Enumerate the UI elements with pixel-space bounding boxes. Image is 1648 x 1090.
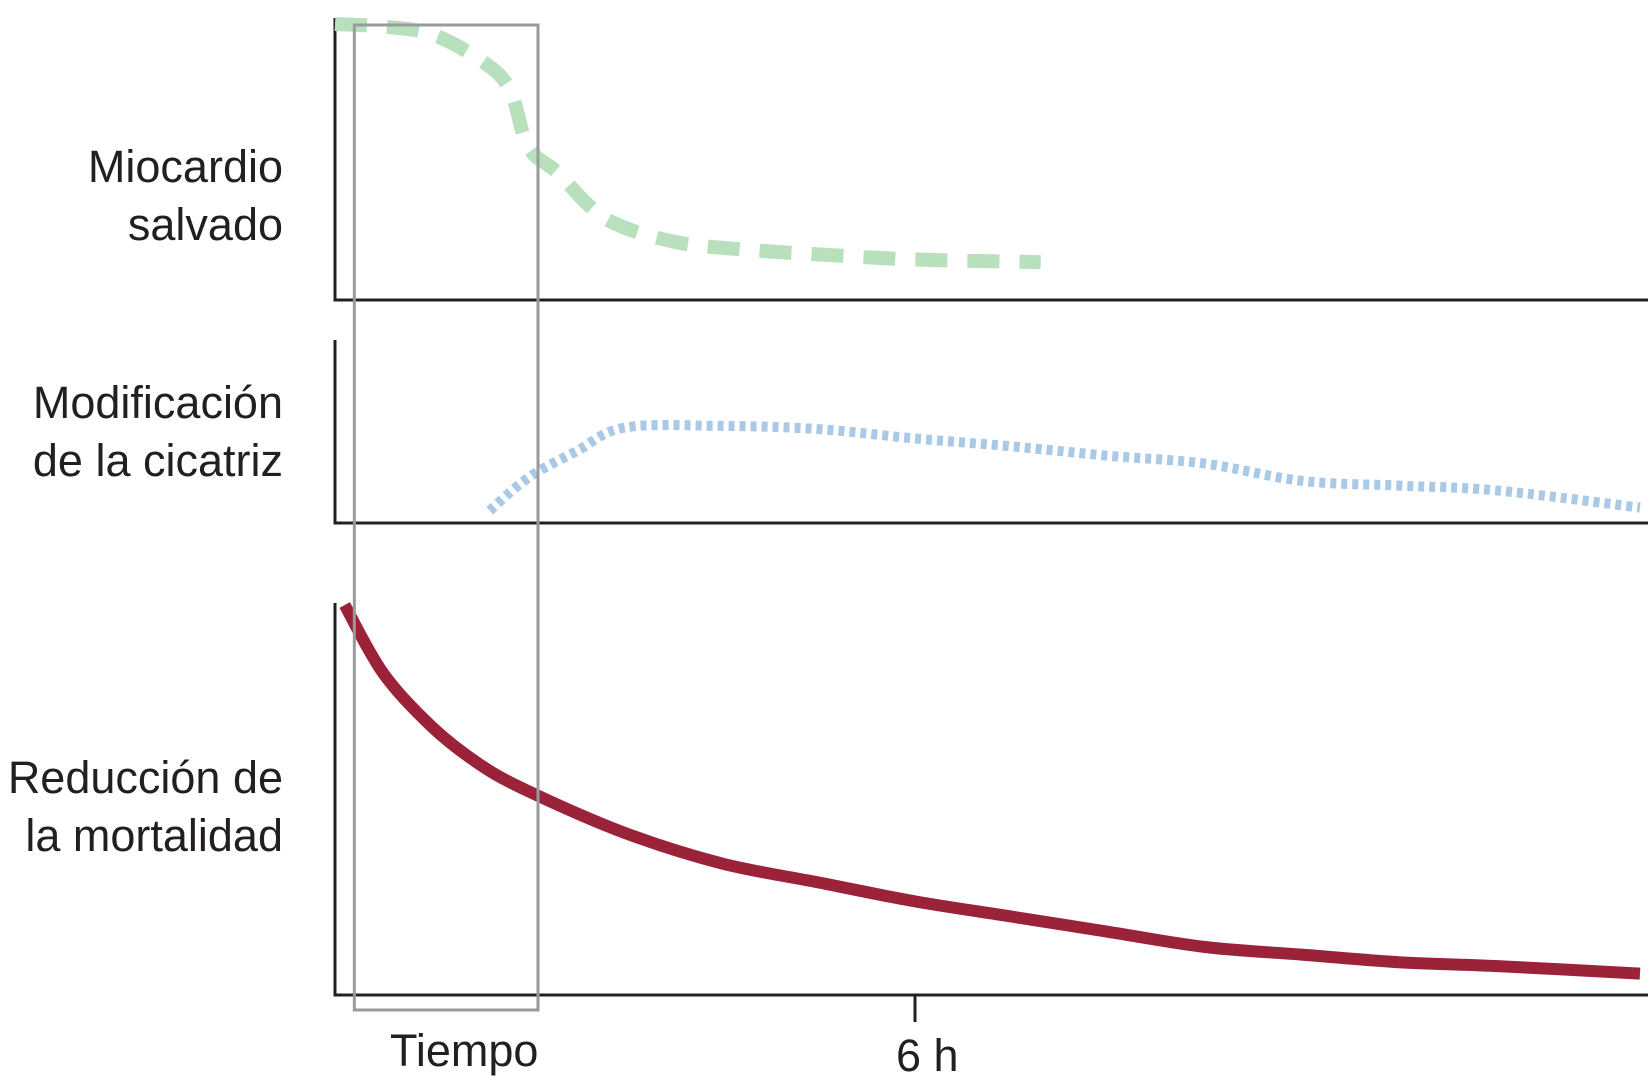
x-tick-label-6h: 6 h xyxy=(896,1030,959,1081)
panel-label-line: la mortalidad xyxy=(25,810,283,861)
series-line xyxy=(334,17,1041,270)
panel-label-line: Reducción de xyxy=(7,752,283,803)
panel-label-mortality: Reducción de la mortalidad xyxy=(0,749,283,865)
series-line xyxy=(486,420,1641,515)
panel-label-line: salvado xyxy=(127,199,283,250)
panel-label-myocardium: Miocardio salvado xyxy=(0,138,283,254)
x-axis-label: Tiempo xyxy=(390,1025,539,1076)
early-window-box xyxy=(352,23,540,1012)
panel-label-line: Miocardio xyxy=(87,141,283,192)
series-line xyxy=(339,602,1641,980)
panel-label-line: de la cicatriz xyxy=(32,435,283,486)
panel-label-line: Modificación xyxy=(32,377,283,428)
panel-label-scar: Modificación de la cicatriz xyxy=(0,374,283,490)
